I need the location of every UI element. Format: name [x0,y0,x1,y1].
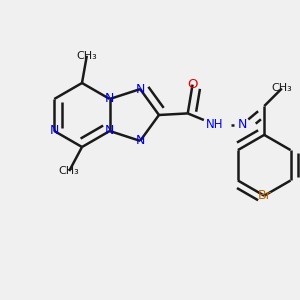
Text: N: N [105,92,114,106]
Text: N: N [238,118,247,131]
Text: N: N [105,124,114,137]
Text: N: N [136,82,145,96]
Text: N: N [136,134,145,147]
Text: NH: NH [206,118,224,131]
Text: CH₃: CH₃ [76,51,97,61]
Text: CH₃: CH₃ [272,83,292,94]
Text: CH₃: CH₃ [59,166,80,176]
Text: Br: Br [257,189,271,202]
Text: O: O [187,78,198,91]
Text: N: N [50,124,59,137]
